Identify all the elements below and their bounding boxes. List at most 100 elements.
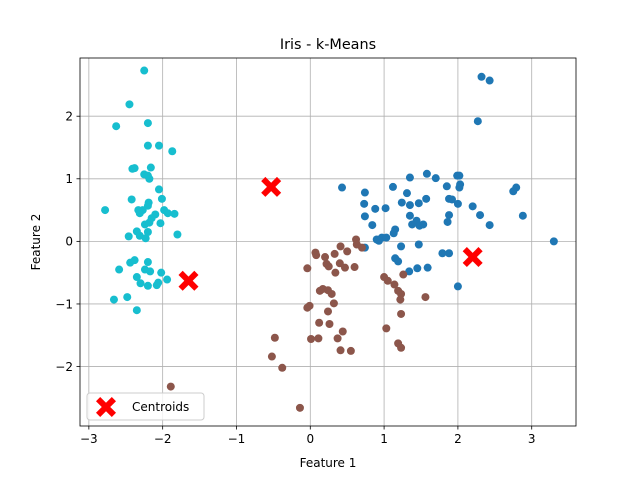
data-point bbox=[413, 264, 422, 273]
data-point bbox=[146, 267, 155, 276]
data-point bbox=[295, 403, 304, 412]
data-point bbox=[130, 256, 139, 265]
data-point bbox=[154, 185, 163, 194]
data-point bbox=[141, 234, 150, 243]
data-point bbox=[312, 251, 321, 260]
data-point bbox=[143, 258, 152, 267]
data-points bbox=[101, 66, 558, 412]
data-point bbox=[338, 327, 347, 336]
data-point bbox=[350, 263, 359, 272]
data-point bbox=[314, 334, 323, 343]
data-point bbox=[360, 188, 369, 197]
y-tick-label: 0 bbox=[65, 235, 73, 249]
data-point bbox=[112, 122, 121, 131]
grid bbox=[80, 58, 576, 426]
data-point bbox=[442, 182, 451, 191]
data-point bbox=[419, 220, 428, 229]
data-point bbox=[477, 72, 486, 81]
data-point bbox=[374, 236, 383, 245]
data-point bbox=[336, 242, 345, 251]
data-point bbox=[145, 218, 154, 227]
data-point bbox=[324, 262, 333, 271]
data-point bbox=[163, 209, 172, 218]
data-point bbox=[397, 309, 406, 318]
data-point bbox=[140, 66, 149, 75]
legend: Centroids bbox=[86, 392, 205, 421]
data-point bbox=[438, 249, 447, 258]
data-point bbox=[143, 281, 152, 290]
data-point bbox=[321, 253, 330, 262]
data-point bbox=[443, 217, 452, 226]
data-point bbox=[343, 247, 352, 256]
legend-centroid-icon bbox=[96, 397, 116, 417]
data-point bbox=[331, 268, 340, 277]
centroid-markers bbox=[178, 176, 483, 291]
x-axis: −3 −2 −1 0 1 2 3 bbox=[80, 426, 536, 446]
data-point bbox=[396, 295, 405, 304]
data-point bbox=[445, 249, 454, 258]
data-point bbox=[166, 382, 175, 391]
data-point bbox=[315, 286, 324, 295]
data-point bbox=[305, 301, 314, 310]
data-point bbox=[125, 100, 134, 109]
data-point bbox=[388, 182, 397, 191]
data-point bbox=[132, 273, 141, 282]
data-point bbox=[422, 169, 431, 178]
legend-box bbox=[86, 392, 205, 421]
data-point bbox=[315, 318, 324, 327]
data-point bbox=[431, 174, 440, 183]
centroid-marker bbox=[462, 247, 483, 268]
data-point bbox=[303, 264, 312, 273]
x-tick-label: −3 bbox=[80, 432, 98, 446]
data-point bbox=[518, 211, 527, 220]
data-point bbox=[360, 199, 369, 208]
data-point bbox=[157, 268, 166, 277]
data-point bbox=[324, 307, 332, 316]
legend-centroid-marker bbox=[96, 397, 116, 417]
data-point bbox=[124, 232, 133, 241]
legend-label: Centroids bbox=[132, 400, 189, 414]
data-point bbox=[136, 279, 145, 288]
data-point bbox=[270, 333, 279, 342]
data-point bbox=[549, 237, 558, 246]
data-point bbox=[143, 227, 152, 236]
data-point bbox=[115, 265, 124, 274]
x-tick-label: 0 bbox=[306, 432, 314, 446]
data-point bbox=[485, 221, 494, 230]
data-point bbox=[156, 219, 165, 228]
data-point bbox=[371, 204, 380, 213]
data-point bbox=[170, 209, 179, 218]
data-point bbox=[109, 295, 118, 304]
data-point bbox=[397, 242, 406, 251]
data-point bbox=[382, 233, 391, 242]
data-point bbox=[132, 306, 141, 315]
data-point bbox=[509, 187, 518, 196]
x-tick-label: −1 bbox=[228, 432, 246, 446]
y-tick-label: −2 bbox=[55, 360, 73, 374]
data-point bbox=[173, 230, 182, 239]
data-point bbox=[405, 267, 414, 276]
data-point bbox=[382, 324, 391, 333]
y-axis: −2 −1 0 1 2 bbox=[55, 110, 80, 374]
data-point bbox=[397, 343, 406, 352]
data-point bbox=[389, 229, 398, 238]
data-point bbox=[402, 189, 411, 198]
data-point bbox=[405, 173, 414, 182]
centroid-marker bbox=[261, 176, 282, 197]
data-point bbox=[453, 282, 462, 291]
data-point bbox=[338, 183, 347, 192]
data-point bbox=[346, 346, 355, 355]
plot-frame bbox=[79, 57, 577, 427]
data-point bbox=[325, 319, 334, 328]
data-point bbox=[307, 335, 316, 344]
data-point bbox=[422, 194, 431, 203]
data-point bbox=[405, 211, 414, 220]
data-point bbox=[383, 276, 392, 285]
chart-title: Iris - k-Means bbox=[280, 37, 376, 53]
data-point bbox=[397, 198, 406, 207]
data-point bbox=[455, 171, 464, 180]
x-tick-label: −2 bbox=[154, 432, 172, 446]
y-axis-label: Feature 2 bbox=[29, 214, 43, 271]
data-point bbox=[453, 199, 462, 208]
